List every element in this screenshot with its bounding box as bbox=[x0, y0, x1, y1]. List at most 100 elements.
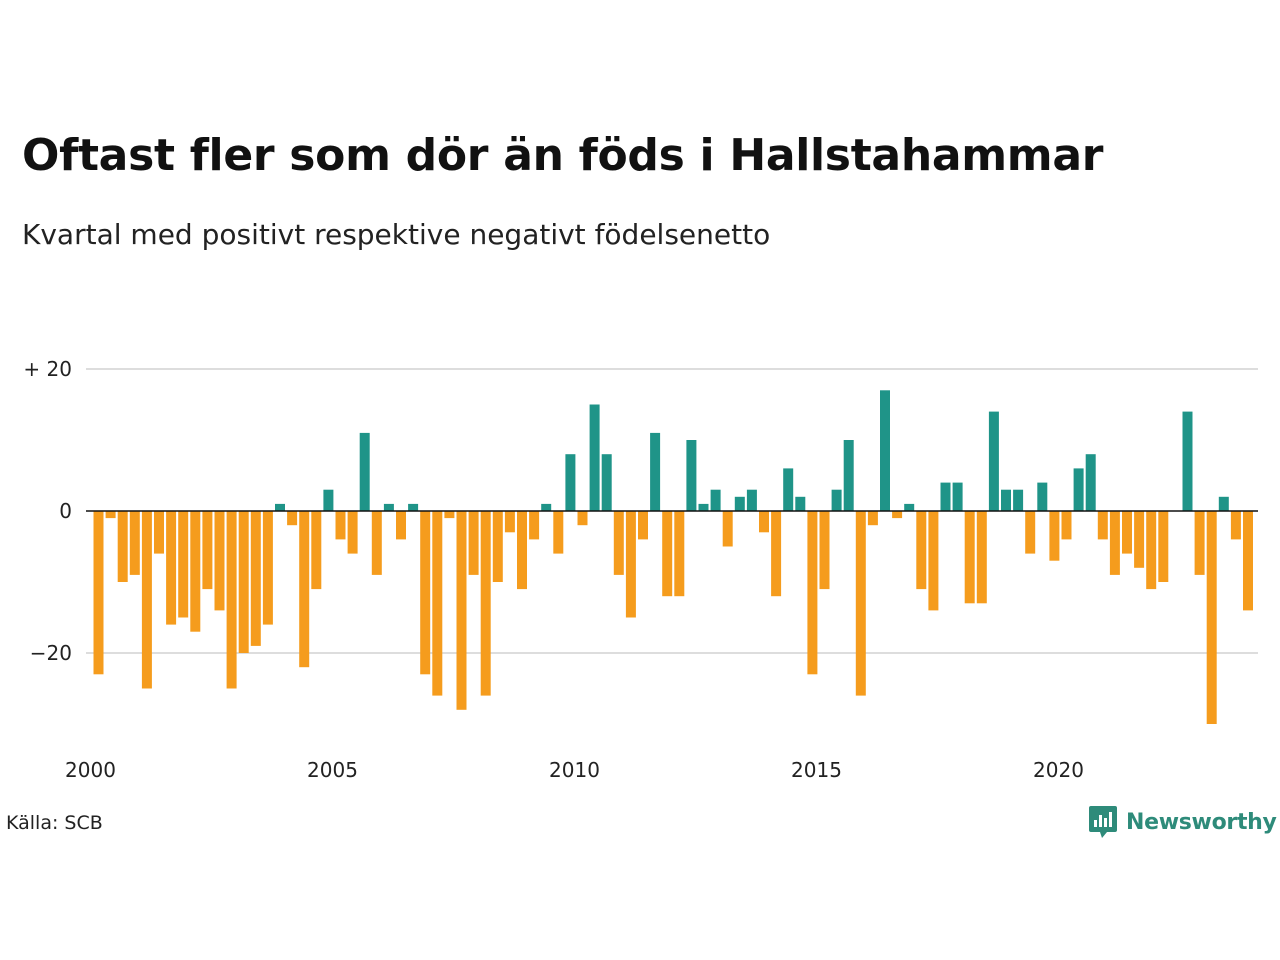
bar bbox=[468, 511, 479, 575]
chart-subtitle: Kvartal med positivt respektive negativt… bbox=[22, 218, 771, 251]
bar bbox=[504, 511, 515, 533]
bar bbox=[698, 503, 709, 511]
bar bbox=[262, 511, 273, 625]
bar bbox=[1013, 489, 1024, 511]
bar bbox=[795, 496, 806, 511]
x-tick-label: 2015 bbox=[791, 758, 842, 782]
bar bbox=[650, 432, 661, 511]
bar bbox=[916, 511, 927, 590]
bar bbox=[444, 511, 455, 519]
bar bbox=[1218, 496, 1229, 511]
bar bbox=[553, 511, 564, 554]
bar bbox=[214, 511, 225, 611]
bar bbox=[1073, 468, 1084, 511]
bar bbox=[819, 511, 830, 590]
x-tick-label: 2000 bbox=[65, 758, 116, 782]
bar bbox=[529, 511, 540, 540]
bar bbox=[577, 511, 588, 526]
bar bbox=[722, 511, 733, 547]
bar bbox=[734, 496, 745, 511]
bar bbox=[154, 511, 164, 554]
bar bbox=[952, 482, 963, 511]
bar bbox=[541, 503, 552, 511]
bar bbox=[323, 489, 334, 511]
y-tick-label: −20 bbox=[30, 641, 72, 665]
bar bbox=[843, 440, 854, 511]
bar bbox=[335, 511, 346, 540]
bar bbox=[892, 511, 903, 519]
bar bbox=[250, 511, 261, 646]
bar bbox=[976, 511, 987, 604]
bar bbox=[638, 511, 648, 540]
bar bbox=[226, 511, 237, 689]
bar bbox=[480, 511, 491, 696]
bar bbox=[117, 511, 128, 582]
bar bbox=[383, 503, 394, 511]
bar bbox=[1122, 511, 1132, 554]
bar bbox=[613, 511, 624, 575]
bar bbox=[746, 489, 757, 511]
bar bbox=[408, 503, 419, 511]
bar bbox=[940, 482, 951, 511]
bar bbox=[686, 440, 697, 511]
bar bbox=[1206, 511, 1217, 724]
bar bbox=[625, 511, 636, 618]
bar bbox=[129, 511, 140, 575]
x-tick-label: 2005 bbox=[307, 758, 358, 782]
bar bbox=[867, 511, 878, 526]
bar bbox=[432, 511, 443, 696]
bar bbox=[1097, 511, 1108, 540]
bar bbox=[347, 511, 358, 554]
bar bbox=[1134, 511, 1145, 568]
bar bbox=[759, 511, 769, 533]
bar bbox=[1025, 511, 1036, 554]
x-tick-label: 2010 bbox=[549, 758, 600, 782]
bar bbox=[589, 404, 600, 511]
bar bbox=[1158, 511, 1169, 582]
bar bbox=[299, 511, 310, 668]
bar bbox=[1085, 454, 1096, 511]
brand-name: Newsworthy bbox=[1126, 809, 1277, 835]
x-tick-label: 2020 bbox=[1033, 758, 1084, 782]
bar bbox=[238, 511, 249, 653]
bar bbox=[771, 511, 782, 597]
bar bbox=[311, 511, 322, 590]
bar bbox=[1146, 511, 1157, 590]
bar bbox=[178, 511, 189, 618]
bar bbox=[1109, 511, 1120, 575]
bar bbox=[710, 489, 721, 511]
bar bbox=[1243, 511, 1253, 611]
bar bbox=[783, 468, 794, 511]
bar bbox=[93, 511, 104, 675]
brand-logo: Newsworthy bbox=[1088, 804, 1277, 840]
bar bbox=[190, 511, 201, 632]
bar bbox=[674, 511, 685, 597]
bar bbox=[420, 511, 431, 675]
bar bbox=[1001, 489, 1011, 511]
bar bbox=[807, 511, 818, 675]
chart-title: Oftast fler som dör än föds i Hallstaham… bbox=[22, 130, 1104, 181]
bar bbox=[371, 511, 382, 575]
bar bbox=[359, 432, 370, 511]
bar bbox=[1194, 511, 1205, 575]
bar bbox=[964, 511, 975, 604]
y-tick-label: 0 bbox=[59, 499, 72, 523]
bar bbox=[492, 511, 503, 582]
bar bbox=[601, 454, 612, 511]
bar bbox=[456, 511, 467, 710]
bar bbox=[1182, 411, 1193, 511]
bar bbox=[275, 503, 285, 511]
bar bbox=[988, 411, 999, 511]
source-label: Källa: SCB bbox=[6, 812, 103, 834]
bar bbox=[831, 489, 842, 511]
bar bbox=[202, 511, 213, 590]
bar bbox=[880, 390, 890, 511]
bar bbox=[105, 511, 116, 519]
bar bbox=[928, 511, 939, 611]
bar bbox=[1061, 511, 1072, 540]
bar bbox=[1049, 511, 1060, 561]
bar bbox=[517, 511, 527, 590]
bar bbox=[287, 511, 298, 526]
bar bbox=[166, 511, 177, 625]
